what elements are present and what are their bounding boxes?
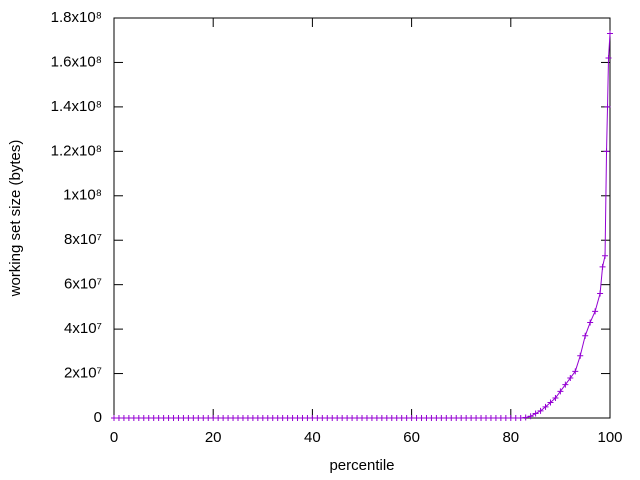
data-point bbox=[552, 395, 559, 401]
data-point bbox=[547, 399, 554, 406]
data-point bbox=[572, 368, 579, 375]
data-point bbox=[587, 319, 594, 326]
y-tick-label: 6x10⁷ bbox=[64, 276, 102, 293]
data-point bbox=[557, 388, 564, 395]
y-tick-label: 1.4x10⁸ bbox=[51, 98, 102, 115]
data-point bbox=[599, 263, 606, 270]
y-tick-label: 8x10⁷ bbox=[64, 231, 102, 248]
y-tick-label: 4x10⁷ bbox=[64, 320, 102, 337]
data-point bbox=[597, 290, 604, 297]
x-tick-label: 0 bbox=[110, 429, 118, 446]
y-tick-label: 2x10⁷ bbox=[64, 365, 102, 382]
data-point bbox=[605, 55, 612, 61]
x-tick-label: 60 bbox=[403, 429, 420, 446]
plot-border bbox=[113, 17, 611, 419]
data-point bbox=[542, 403, 549, 410]
y-tick-label: 1x10⁸ bbox=[63, 187, 102, 204]
data-point bbox=[607, 30, 613, 37]
data-point bbox=[567, 375, 574, 381]
x-axis-label: percentile bbox=[329, 457, 394, 474]
data-point bbox=[603, 148, 610, 155]
data-point bbox=[537, 407, 544, 414]
y-tick-label: 1.8x10⁸ bbox=[51, 9, 102, 26]
data-point bbox=[592, 308, 599, 315]
data-point bbox=[577, 352, 584, 359]
data-point bbox=[604, 103, 611, 110]
data-point bbox=[527, 413, 534, 420]
data-line bbox=[114, 33, 611, 419]
data-point bbox=[522, 414, 529, 421]
x-tick-label: 20 bbox=[205, 429, 222, 446]
x-tick-label: 80 bbox=[502, 429, 519, 446]
data-point bbox=[582, 332, 589, 339]
y-tick-label: 1.2x10⁸ bbox=[51, 142, 102, 159]
data-point bbox=[532, 410, 539, 417]
data-point bbox=[562, 381, 569, 388]
x-tick-label: 40 bbox=[304, 429, 321, 446]
y-tick-label: 0 bbox=[94, 409, 102, 426]
y-tick-label: 1.6x10⁸ bbox=[51, 53, 102, 70]
y-axis-label: working set size (bytes) bbox=[7, 140, 24, 298]
x-tick-label: 100 bbox=[597, 429, 622, 446]
data-point bbox=[602, 252, 609, 259]
